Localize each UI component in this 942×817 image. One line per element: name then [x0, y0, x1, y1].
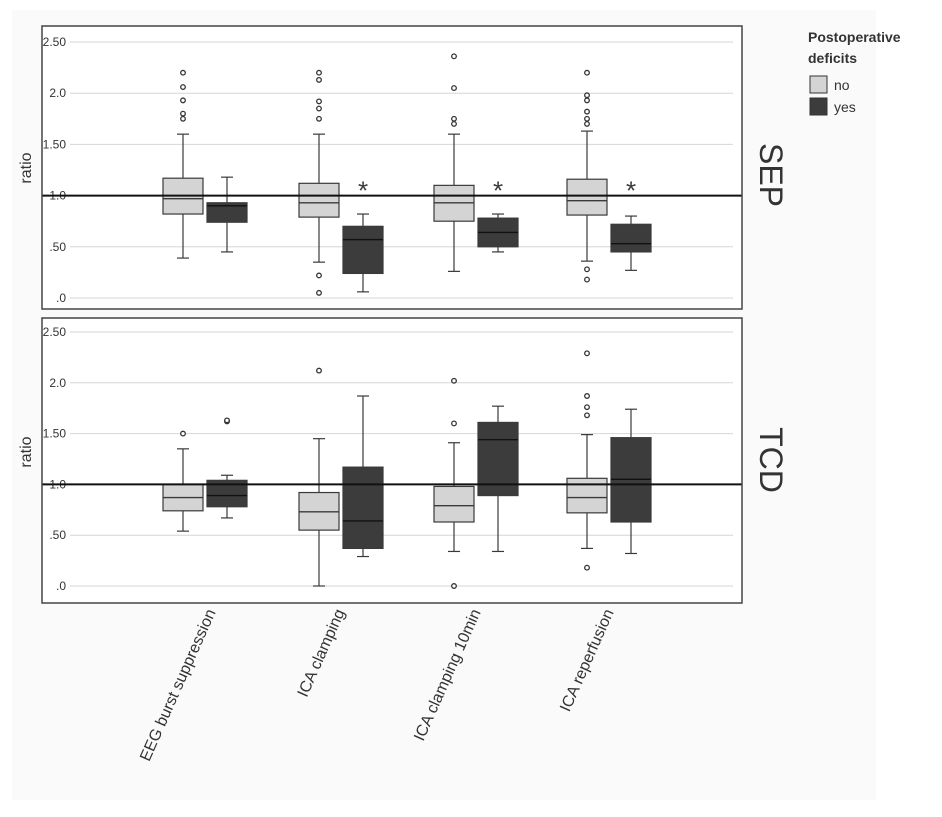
tcd-eeg-burst-suppression-yes-outlier [224, 417, 230, 424]
sep-panel-frame [41, 25, 743, 310]
sep-y-tick-label: 2.50 [43, 35, 67, 49]
panel-label-sep: SEP [753, 143, 789, 207]
tcd-ica-clamping-10min-no-outlier [451, 583, 457, 589]
legend-title-line1: Postoperative [808, 29, 901, 45]
sep-eeg-burst-suppression-no-outlier [180, 97, 186, 104]
sep-ica-clamping-no-outlier [316, 289, 322, 296]
sep-ica-clamping-significance-marker: * [358, 176, 368, 206]
tcd-ica-clamping-10min-no-box [433, 485, 475, 523]
sep-ica-reperfusion-significance-marker: * [626, 176, 636, 206]
legend-swatch-yes [809, 97, 828, 116]
panel-sep: .0.501.01.502.02.50* * * [41, 25, 743, 310]
sep-y-tick-label: .0 [56, 291, 66, 305]
tcd-ica-clamping-10min-no-outlier [451, 377, 457, 384]
tcd-y-tick-label: 1.50 [43, 427, 67, 441]
legend-label-yes: yes [834, 99, 856, 115]
sep-ica-reperfusion-no-outlier [584, 120, 590, 127]
sep-ica-clamping-no-outlier [316, 105, 322, 112]
sep-ica-reperfusion-no-outlier [584, 276, 590, 283]
tcd-ica-reperfusion-no-outlier [584, 393, 590, 399]
y-axis-title-tcd: ratio [18, 436, 35, 467]
tcd-y-tick-label: .50 [49, 528, 66, 542]
tcd-panel-frame [41, 317, 743, 604]
sep-ica-clamping-no-outlier [316, 98, 322, 105]
sep-ica-reperfusion-yes-box [610, 223, 652, 253]
sep-ica-clamping-10min-no-outlier [451, 120, 457, 127]
sep-ica-clamping-10min-no-outlier [451, 53, 457, 60]
sep-ica-reperfusion-no-outlier [584, 108, 590, 115]
sep-ica-reperfusion-no-outlier [584, 69, 590, 76]
sep-eeg-burst-suppression-no-outlier [180, 69, 186, 76]
sep-ica-clamping-10min-no-outlier [451, 85, 457, 92]
sep-y-tick-label: 1.50 [43, 137, 67, 151]
legend: Postoperative deficits no yes [808, 29, 901, 116]
panel-label-tcd: TCD [753, 427, 789, 493]
y-axis-title-sep: ratio [18, 152, 35, 183]
tcd-ica-reperfusion-no-outlier [584, 350, 590, 357]
panel-tcd: .0.501.01.502.02.50 [41, 317, 743, 604]
sep-ica-reperfusion-no-outlier [584, 266, 590, 273]
sep-eeg-burst-suppression-no-outlier [180, 115, 186, 122]
tcd-y-tick-label: 2.50 [43, 325, 67, 339]
tcd-eeg-burst-suppression-no-outlier [180, 430, 186, 437]
legend-label-no: no [834, 77, 850, 93]
sep-ica-clamping-10min-no-outlier [451, 115, 457, 122]
tcd-ica-reperfusion-no-outlier [584, 564, 590, 571]
tcd-ica-reperfusion-no-outlier [584, 404, 590, 411]
sep-ica-reperfusion-no-outlier [584, 97, 590, 104]
sep-y-tick-label: .50 [49, 240, 66, 254]
sep-plot-area [42, 26, 742, 309]
tcd-ica-clamping-yes-box [342, 466, 384, 550]
sep-ica-clamping-yes-box [342, 225, 384, 275]
sep-ica-clamping-no-outlier [316, 115, 322, 122]
sep-ica-reperfusion-no-outlier [584, 115, 590, 122]
tcd-ica-clamping-10min-yes-box [477, 421, 519, 497]
sep-eeg-burst-suppression-no-outlier [180, 110, 186, 117]
sep-y-tick-label: 2.0 [49, 86, 66, 100]
sep-eeg-burst-suppression-no-outlier [180, 84, 186, 91]
sep-eeg-burst-suppression-yes-box [206, 202, 248, 223]
sep-ica-clamping-no-outlier [316, 272, 322, 279]
tcd-ica-reperfusion-no-outlier [584, 412, 590, 419]
legend-title-line2: deficits [808, 50, 857, 66]
tcd-ica-clamping-10min-no-outlier [451, 420, 457, 427]
sep-ica-clamping-no-outlier [316, 69, 322, 76]
tcd-ica-clamping-no-outlier [316, 367, 322, 374]
legend-swatch-no [809, 75, 828, 94]
sep-ica-clamping-10min-significance-marker: * [493, 176, 503, 206]
sep-ica-reperfusion-no-outlier [584, 92, 590, 99]
sep-ica-clamping-no-outlier [316, 76, 322, 83]
tcd-y-tick-label: 2.0 [49, 376, 66, 390]
sep-ica-reperfusion-no-box [566, 178, 608, 216]
tcd-y-tick-label: .0 [56, 579, 66, 593]
sep-ica-clamping-no-box [298, 182, 340, 218]
